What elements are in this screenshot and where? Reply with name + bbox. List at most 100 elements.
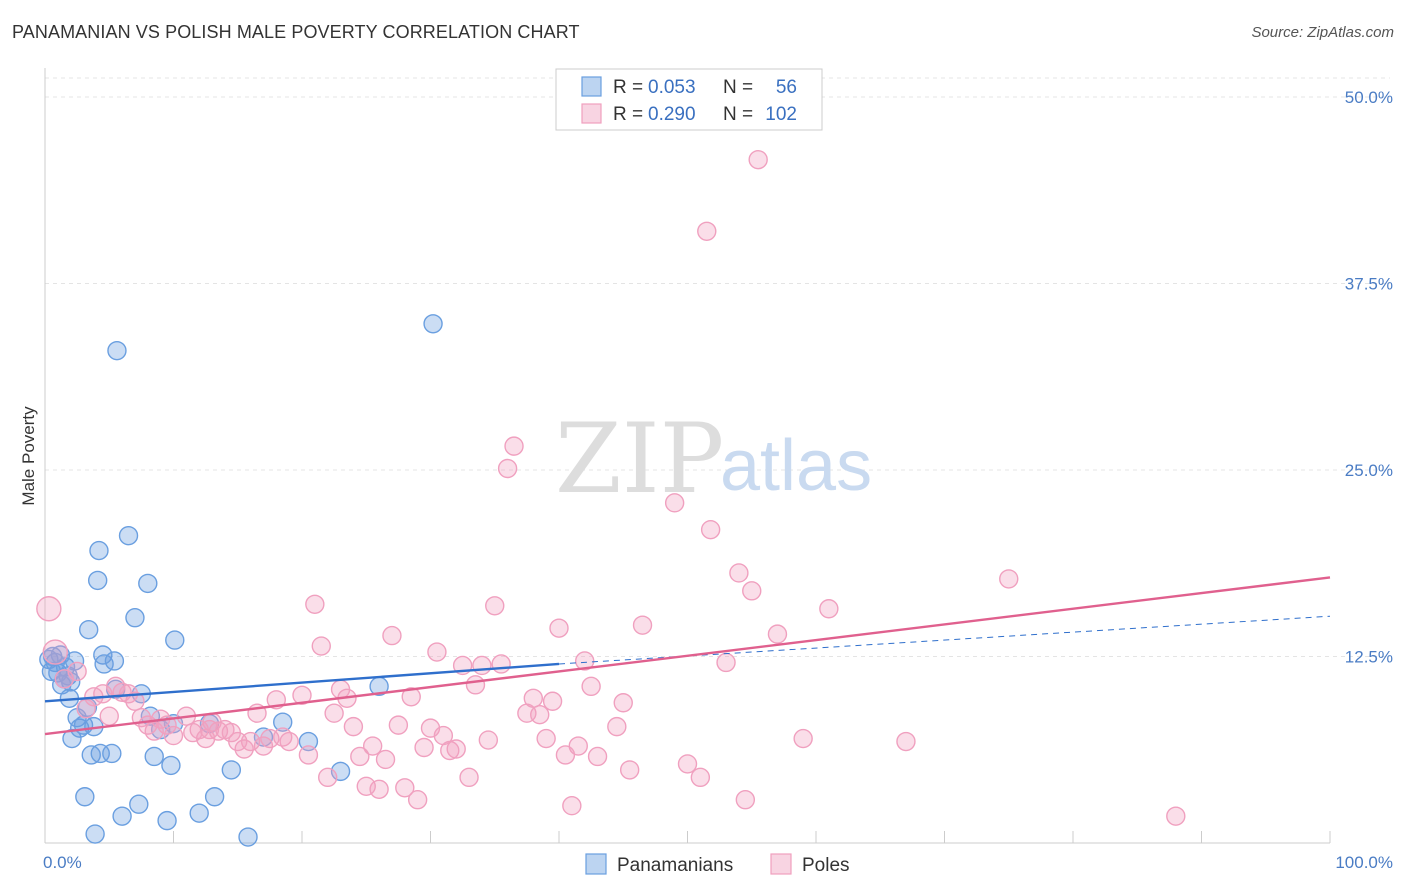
- panamanian-trend-extension: [558, 615, 1331, 665]
- pole-point: [523, 688, 543, 708]
- panamanian-point: [75, 787, 95, 807]
- series-label-poles: Poles: [802, 855, 850, 876]
- pole-point: [896, 731, 916, 752]
- pole-point: [427, 642, 447, 662]
- legend-swatch-panamanians: [581, 76, 602, 97]
- pole-point: [729, 563, 749, 583]
- panamanian-point: [165, 630, 185, 650]
- pole-point: [67, 661, 87, 682]
- pole-point: [407, 790, 428, 810]
- panamanian-point: [85, 824, 105, 844]
- pole-point: [748, 149, 768, 170]
- legend-swatch-poles: [581, 103, 602, 124]
- pole-point: [619, 760, 640, 780]
- pole-point: [199, 719, 220, 740]
- pole-point: [382, 625, 402, 646]
- series-swatch-panamanians: [585, 853, 607, 875]
- pole-point: [485, 596, 505, 616]
- legend-n-label: N =: [723, 104, 753, 125]
- panamanian-point: [112, 806, 132, 826]
- panamanian-point: [102, 743, 122, 764]
- pole-point: [742, 581, 762, 601]
- legend-n-value: 102: [765, 104, 797, 125]
- panamanian-point: [62, 728, 82, 749]
- legend: R = 0.053 N = 56 R = 0.290 N = 102: [555, 68, 823, 131]
- pole-point: [125, 691, 145, 711]
- pole-point: [562, 796, 582, 816]
- pole-point: [767, 624, 788, 644]
- pole-point: [735, 790, 756, 810]
- pole-point: [311, 636, 331, 656]
- pole-point: [324, 703, 344, 723]
- x-tick-label: 100.0%: [1335, 853, 1393, 872]
- panamanian-point: [107, 340, 127, 361]
- pole-point: [607, 716, 627, 737]
- panamanian-point: [238, 827, 258, 847]
- pole-point: [697, 221, 717, 241]
- pole-point: [42, 639, 68, 665]
- pole-point: [497, 458, 518, 479]
- pole-point: [279, 731, 299, 752]
- trend-lines: [44, 576, 1331, 736]
- grid-lines: [45, 77, 1390, 657]
- panamanian-point: [125, 608, 145, 628]
- y-axis-label: Male Poverty: [19, 406, 38, 506]
- pole-point: [395, 778, 415, 798]
- panamanian-point: [78, 619, 99, 640]
- axes: [44, 68, 1331, 844]
- panamanian-point: [89, 540, 109, 561]
- pole-point: [700, 519, 721, 540]
- panamanian-point: [221, 760, 242, 780]
- pole-point: [530, 704, 550, 725]
- watermark: ZIP atlas: [555, 403, 872, 515]
- panamanian-point: [87, 570, 108, 591]
- pole-point: [350, 746, 370, 767]
- data-points: [36, 149, 1186, 847]
- pole-point: [465, 675, 486, 695]
- series-swatch-poles: [770, 853, 792, 875]
- panamanian-point: [129, 794, 149, 814]
- pole-trend-line: [44, 576, 1331, 736]
- pole-point: [716, 652, 736, 673]
- y-tick-label: 25.0%: [1345, 461, 1393, 480]
- pole-point: [388, 715, 409, 735]
- y-tick-label: 50.0%: [1345, 88, 1393, 107]
- pole-point: [478, 730, 499, 750]
- panamanian-point: [157, 810, 177, 831]
- pole-point: [575, 651, 595, 671]
- watermark-atlas: atlas: [720, 426, 872, 506]
- watermark-zip: ZIP: [555, 403, 724, 515]
- pole-point: [491, 654, 511, 674]
- panamanian-point: [104, 651, 125, 671]
- pole-point: [690, 767, 711, 788]
- pole-point: [587, 746, 608, 767]
- pole-point: [459, 767, 479, 788]
- legend-r-label: R =: [613, 77, 643, 98]
- source-label: Source: ZipAtlas.com: [1251, 24, 1394, 41]
- pole-point: [677, 754, 698, 774]
- chart-title: PANAMANIAN VS POLISH MALE POVERTY CORREL…: [12, 22, 580, 42]
- pole-point: [305, 594, 325, 614]
- legend-n-value: 56: [776, 77, 797, 98]
- pole-point: [568, 736, 588, 756]
- pole-point: [446, 739, 466, 759]
- pole-point: [76, 699, 96, 719]
- series-legend: Panamanians Poles: [585, 853, 850, 876]
- pole-point: [472, 655, 492, 676]
- series-label-panamanians: Panamanians: [617, 855, 733, 876]
- pole-point: [440, 740, 460, 761]
- y-tick-labels: 12.5% 25.0% 37.5% 50.0%: [1345, 88, 1393, 667]
- pole-point: [793, 728, 813, 749]
- panamanian-point: [138, 573, 158, 594]
- panamanian-point: [204, 787, 225, 807]
- pole-point: [581, 676, 601, 697]
- pole-point: [36, 596, 62, 622]
- legend-r-value: 0.290: [648, 104, 696, 125]
- pole-point: [414, 737, 434, 758]
- pole-point: [999, 569, 1019, 589]
- panamanian-trend-line: [44, 662, 560, 703]
- legend-r-label: R =: [613, 104, 643, 125]
- pole-point: [1166, 806, 1186, 826]
- pole-point: [362, 736, 383, 756]
